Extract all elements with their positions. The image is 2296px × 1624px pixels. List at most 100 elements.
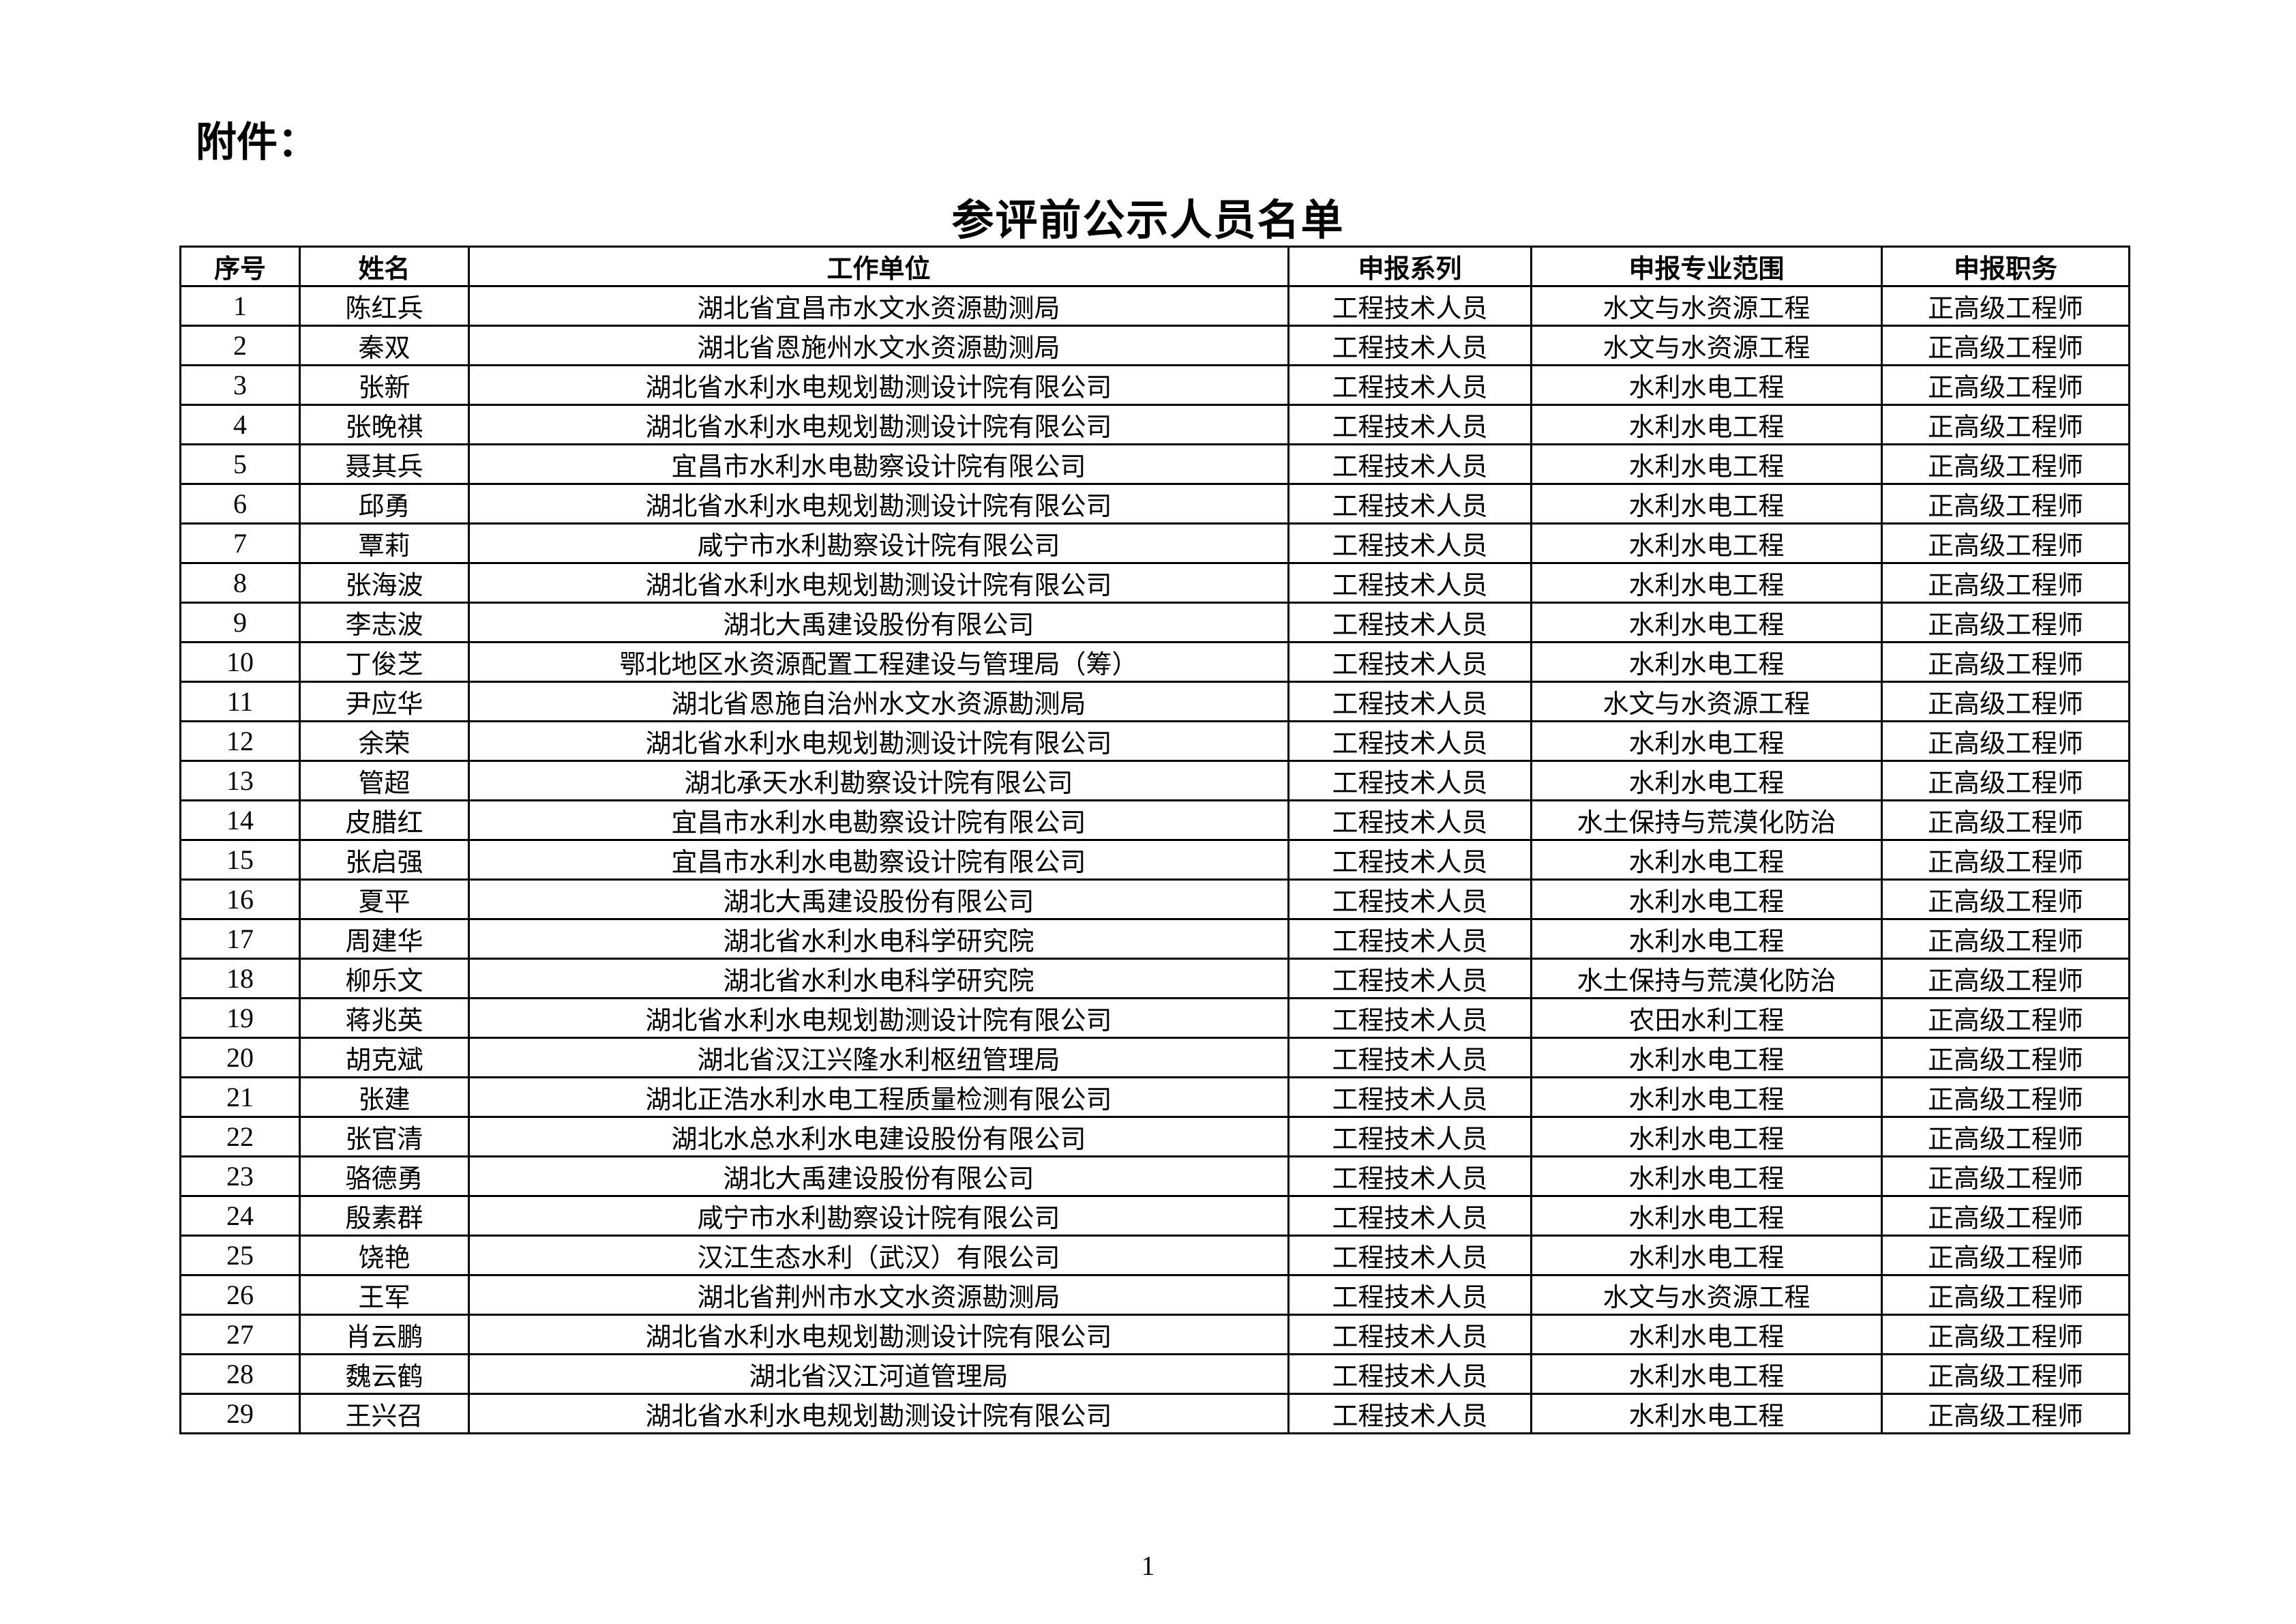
cell-employer: 湖北省汉江兴隆水利枢纽管理局 xyxy=(468,1037,1289,1078)
cell-title: 正高级工程师 xyxy=(1881,918,2130,960)
cell-specialty: 水利水电工程 xyxy=(1530,1353,1883,1395)
cell-employer: 湖北正浩水利水电工程质量检测有限公司 xyxy=(468,1076,1289,1118)
cell-index: 9 xyxy=(179,602,301,643)
table-header-row: 序号 姓名 工作单位 申报系列 申报专业范围 申报职务 xyxy=(179,246,2130,287)
cell-index: 1 xyxy=(179,285,301,327)
cell-title: 正高级工程师 xyxy=(1881,799,2130,841)
cell-series: 工程技术人员 xyxy=(1287,325,1532,366)
cell-specialty: 水利水电工程 xyxy=(1530,1037,1883,1078)
cell-title: 正高级工程师 xyxy=(1881,602,2130,643)
table-row: 20 胡克斌 湖北省汉江兴隆水利枢纽管理局 工程技术人员 水利水电工程 正高级工程师 xyxy=(179,1037,2130,1078)
cell-name: 张海波 xyxy=(299,562,470,604)
cell-specialty: 水利水电工程 xyxy=(1530,522,1883,564)
cell-employer: 宜昌市水利水电勘察设计院有限公司 xyxy=(468,799,1289,841)
cell-specialty: 水土保持与荒漠化防治 xyxy=(1530,799,1883,841)
header-series: 申报系列 xyxy=(1287,246,1532,287)
cell-index: 8 xyxy=(179,562,301,604)
table-row: 23 骆德勇 湖北大禹建设股份有限公司 工程技术人员 水利水电工程 正高级工程师 xyxy=(179,1155,2130,1197)
cell-name: 邱勇 xyxy=(299,483,470,525)
cell-employer: 咸宁市水利勘察设计院有限公司 xyxy=(468,1195,1289,1237)
cell-specialty: 水利水电工程 xyxy=(1530,404,1883,445)
cell-name: 张官清 xyxy=(299,1116,470,1157)
cell-employer: 湖北省水利水电科学研究院 xyxy=(468,918,1289,960)
cell-employer: 汉江生态水利（武汉）有限公司 xyxy=(468,1235,1289,1276)
cell-series: 工程技术人员 xyxy=(1287,602,1532,643)
cell-index: 13 xyxy=(179,760,301,801)
table-body: 1 陈红兵 湖北省宜昌市水文水资源勘测局 工程技术人员 水文与水资源工程 正高级工程师 2 秦… xyxy=(179,285,2130,1434)
cell-specialty: 水利水电工程 xyxy=(1530,1235,1883,1276)
cell-specialty: 水利水电工程 xyxy=(1530,879,1883,920)
cell-employer: 湖北承天水利勘察设计院有限公司 xyxy=(468,760,1289,801)
cell-name: 张建 xyxy=(299,1076,470,1118)
cell-index: 22 xyxy=(179,1116,301,1157)
cell-specialty: 水文与水资源工程 xyxy=(1530,681,1883,722)
cell-name: 尹应华 xyxy=(299,681,470,722)
table-row: 12 余荣 湖北省水利水电规划勘测设计院有限公司 工程技术人员 水利水电工程 正高级工程师 xyxy=(179,720,2130,762)
table-row: 17 周建华 湖北省水利水电科学研究院 工程技术人员 水利水电工程 正高级工程师 xyxy=(179,918,2130,960)
table-row: 9 李志波 湖北大禹建设股份有限公司 工程技术人员 水利水电工程 正高级工程师 xyxy=(179,602,2130,643)
table-row: 6 邱勇 湖北省水利水电规划勘测设计院有限公司 工程技术人员 水利水电工程 正高级工程师 xyxy=(179,483,2130,525)
cell-series: 工程技术人员 xyxy=(1287,997,1532,1039)
table-row: 7 覃莉 咸宁市水利勘察设计院有限公司 工程技术人员 水利水电工程 正高级工程师 xyxy=(179,522,2130,564)
cell-title: 正高级工程师 xyxy=(1881,879,2130,920)
cell-title: 正高级工程师 xyxy=(1881,1116,2130,1157)
cell-employer: 湖北省水利水电规划勘测设计院有限公司 xyxy=(468,404,1289,445)
cell-specialty: 水利水电工程 xyxy=(1530,1393,1883,1434)
cell-series: 工程技术人员 xyxy=(1287,1235,1532,1276)
cell-employer: 湖北省水利水电规划勘测设计院有限公司 xyxy=(468,1393,1289,1434)
cell-name: 殷素群 xyxy=(299,1195,470,1237)
table-row: 28 魏云鹤 湖北省汉江河道管理局 工程技术人员 水利水电工程 正高级工程师 xyxy=(179,1353,2130,1395)
cell-index: 25 xyxy=(179,1235,301,1276)
cell-series: 工程技术人员 xyxy=(1287,720,1532,762)
cell-index: 3 xyxy=(179,364,301,406)
cell-title: 正高级工程师 xyxy=(1881,1155,2130,1197)
cell-title: 正高级工程师 xyxy=(1881,997,2130,1039)
cell-series: 工程技术人员 xyxy=(1287,285,1532,327)
cell-series: 工程技术人员 xyxy=(1287,1195,1532,1237)
page-number: 1 xyxy=(1141,1550,1155,1581)
table-row: 10 丁俊芝 鄂北地区水资源配置工程建设与管理局（筹） 工程技术人员 水利水电工程 正高级… xyxy=(179,641,2130,683)
cell-title: 正高级工程师 xyxy=(1881,364,2130,406)
cell-employer: 湖北省恩施自治州水文水资源勘测局 xyxy=(468,681,1289,722)
cell-title: 正高级工程师 xyxy=(1881,1353,2130,1395)
cell-name: 胡克斌 xyxy=(299,1037,470,1078)
cell-title: 正高级工程师 xyxy=(1881,641,2130,683)
cell-employer: 湖北省荆州市水文水资源勘测局 xyxy=(468,1274,1289,1316)
cell-title: 正高级工程师 xyxy=(1881,325,2130,366)
cell-name: 陈红兵 xyxy=(299,285,470,327)
cell-name: 覃莉 xyxy=(299,522,470,564)
cell-employer: 湖北省水利水电规划勘测设计院有限公司 xyxy=(468,1314,1289,1355)
table-row: 8 张海波 湖北省水利水电规划勘测设计院有限公司 工程技术人员 水利水电工程 正高级工程师 xyxy=(179,562,2130,604)
cell-title: 正高级工程师 xyxy=(1881,1235,2130,1276)
cell-employer: 湖北省汉江河道管理局 xyxy=(468,1353,1289,1395)
cell-title: 正高级工程师 xyxy=(1881,522,2130,564)
cell-title: 正高级工程师 xyxy=(1881,1393,2130,1434)
cell-employer: 湖北省宜昌市水文水资源勘测局 xyxy=(468,285,1289,327)
cell-name: 管超 xyxy=(299,760,470,801)
cell-series: 工程技术人员 xyxy=(1287,918,1532,960)
cell-index: 21 xyxy=(179,1076,301,1118)
table-row: 29 王兴召 湖北省水利水电规划勘测设计院有限公司 工程技术人员 水利水电工程 正高级工程… xyxy=(179,1393,2130,1434)
cell-name: 丁俊芝 xyxy=(299,641,470,683)
cell-series: 工程技术人员 xyxy=(1287,1116,1532,1157)
cell-series: 工程技术人员 xyxy=(1287,958,1532,999)
cell-index: 15 xyxy=(179,839,301,881)
cell-title: 正高级工程师 xyxy=(1881,1274,2130,1316)
cell-series: 工程技术人员 xyxy=(1287,483,1532,525)
cell-index: 17 xyxy=(179,918,301,960)
cell-employer: 湖北大禹建设股份有限公司 xyxy=(468,879,1289,920)
cell-index: 19 xyxy=(179,997,301,1039)
table-row: 4 张晚祺 湖北省水利水电规划勘测设计院有限公司 工程技术人员 水利水电工程 正高级工程师 xyxy=(179,404,2130,445)
cell-title: 正高级工程师 xyxy=(1881,760,2130,801)
cell-employer: 湖北省水利水电规划勘测设计院有限公司 xyxy=(468,562,1289,604)
cell-name: 聂其兵 xyxy=(299,443,470,485)
cell-name: 王兴召 xyxy=(299,1393,470,1434)
cell-name: 张新 xyxy=(299,364,470,406)
cell-index: 29 xyxy=(179,1393,301,1434)
cell-title: 正高级工程师 xyxy=(1881,1195,2130,1237)
cell-index: 10 xyxy=(179,641,301,683)
cell-specialty: 水利水电工程 xyxy=(1530,483,1883,525)
cell-specialty: 水利水电工程 xyxy=(1530,364,1883,406)
cell-name: 饶艳 xyxy=(299,1235,470,1276)
document-title: 参评前公示人员名单 xyxy=(951,195,1345,245)
